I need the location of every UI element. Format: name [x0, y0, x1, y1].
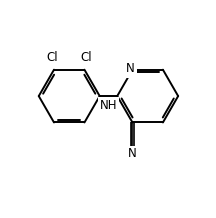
- Text: N: N: [128, 147, 137, 160]
- Text: Cl: Cl: [46, 51, 58, 64]
- Text: Cl: Cl: [81, 51, 92, 64]
- Text: NH: NH: [100, 99, 117, 112]
- Text: N: N: [126, 62, 135, 75]
